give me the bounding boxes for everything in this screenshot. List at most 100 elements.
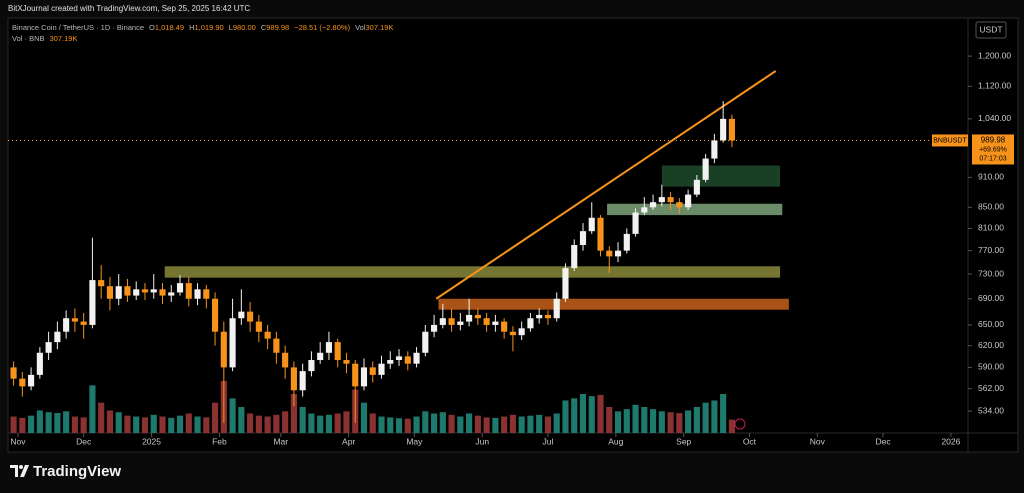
volume-bar xyxy=(667,412,674,433)
volume-bar xyxy=(211,402,219,433)
zone xyxy=(438,298,789,310)
x-tick-label: Feb xyxy=(212,436,227,446)
volume-bar xyxy=(387,417,394,433)
candle-body xyxy=(579,231,587,245)
candle-body xyxy=(80,321,87,325)
candle-body xyxy=(474,314,481,319)
volume-bar xyxy=(466,413,473,433)
candle-body xyxy=(71,318,78,322)
brand: TradingView xyxy=(33,463,121,480)
volume-bar xyxy=(501,416,508,433)
volume-bar xyxy=(159,416,166,433)
candle-body xyxy=(597,217,604,251)
volume-bar xyxy=(553,413,560,433)
symbol-tag: BNBUSDT xyxy=(933,137,967,144)
volume-bar xyxy=(474,415,481,433)
candle-body xyxy=(273,338,280,353)
candle-body xyxy=(509,331,516,336)
x-tick-label: Jul xyxy=(543,436,554,446)
volume-bar xyxy=(728,419,735,433)
volume-bar xyxy=(632,404,639,433)
volume-bar xyxy=(422,411,429,433)
candle-body xyxy=(492,321,499,325)
volume-bar xyxy=(483,417,490,433)
candle-body xyxy=(203,289,210,299)
x-tick-label: 2025 xyxy=(142,436,161,446)
volume-bar xyxy=(588,396,595,433)
candle-body xyxy=(133,289,140,296)
x-tick-label: Nov xyxy=(810,436,826,446)
y-tick-label: 590.00 xyxy=(978,362,1004,372)
volume-bar xyxy=(19,417,26,433)
volume-bar xyxy=(299,407,306,433)
price-tag: 989.98 xyxy=(981,136,1006,145)
candle-body xyxy=(413,352,420,364)
volume-bar xyxy=(36,410,43,433)
volume-bar xyxy=(650,409,657,433)
y-tick-label: 620.00 xyxy=(978,340,1004,350)
volume-bar xyxy=(702,402,709,433)
legend-value: 980.00 xyxy=(233,23,256,32)
volume-bar xyxy=(247,413,254,433)
volume-bar xyxy=(614,411,622,433)
candle-body xyxy=(562,268,569,299)
candle-body xyxy=(10,367,17,379)
y-tick-label: 562.00 xyxy=(978,383,1004,393)
volume-bar xyxy=(641,407,648,433)
x-tick-label: Dec xyxy=(76,436,92,446)
candle-body xyxy=(352,363,359,387)
volume-bar xyxy=(115,412,122,433)
candle-body xyxy=(571,244,578,269)
volume-bar xyxy=(229,398,236,433)
y-tick-label: 650.00 xyxy=(978,319,1004,329)
volume-bar xyxy=(562,400,569,433)
candle-body xyxy=(45,342,52,353)
zone xyxy=(661,165,781,187)
y-tick-label: 534.00 xyxy=(978,405,1004,415)
y-tick-label: 730.00 xyxy=(978,268,1004,278)
volume-bar xyxy=(282,411,289,433)
y-tick-label: 850.00 xyxy=(978,202,1004,212)
volume-bar xyxy=(238,407,245,433)
volume-bar xyxy=(606,407,613,433)
legend-row: Vol · BNB 307.19K xyxy=(12,34,77,43)
candle-body xyxy=(650,202,657,208)
chart-frame xyxy=(7,17,1019,453)
zone xyxy=(607,203,783,216)
candle-body xyxy=(325,342,333,353)
candle-body xyxy=(28,374,35,387)
countdown: 07:17:03 xyxy=(979,155,1006,162)
volume-bar xyxy=(711,400,718,433)
candle-body xyxy=(720,118,727,141)
y-tick-label: 770.00 xyxy=(978,245,1004,255)
legend-key: Vol xyxy=(355,23,366,32)
candle-body xyxy=(632,212,639,234)
volume-bar xyxy=(404,418,411,433)
volume-bar xyxy=(194,416,201,433)
candle-body xyxy=(641,207,648,213)
candle-body xyxy=(518,328,525,336)
legend-key: C xyxy=(261,23,267,32)
volume-bar xyxy=(448,414,455,433)
candle-body xyxy=(422,331,429,353)
candle-body xyxy=(448,318,455,325)
candle-body xyxy=(667,197,674,203)
candle-body xyxy=(308,360,315,372)
candle-body xyxy=(369,367,376,375)
legend-key: H xyxy=(189,23,194,32)
volume-bar xyxy=(439,412,446,433)
candle-body xyxy=(168,292,175,296)
x-tick-label: Mar xyxy=(273,436,288,446)
volume-bar xyxy=(658,411,665,433)
volume-bar xyxy=(431,413,438,433)
volume-bar xyxy=(518,416,525,433)
y-tick-label: 1,120.00 xyxy=(978,81,1011,91)
candle-body xyxy=(702,158,709,180)
volume-bar xyxy=(63,411,70,433)
volume-bar xyxy=(273,414,280,433)
candle-body xyxy=(623,233,630,251)
volume-bar xyxy=(150,414,157,433)
volume-name: Vol · BNB xyxy=(12,34,45,43)
volume-bar xyxy=(685,410,692,433)
volume-bar xyxy=(720,394,727,433)
